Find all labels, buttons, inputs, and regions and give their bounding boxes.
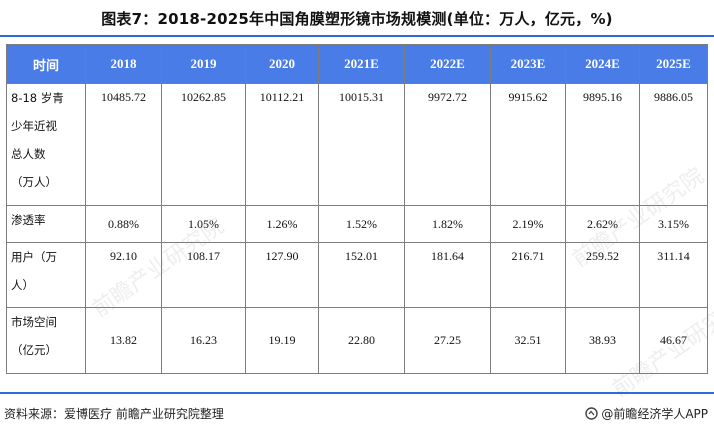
header-year: 2020 [245, 44, 319, 84]
table-cell: 1.52% [318, 205, 405, 243]
table-cell: 259.52 [565, 242, 640, 308]
table-cell: 32.51 [490, 307, 566, 374]
row-label-line: 用户（万 [11, 250, 57, 264]
table-cell: 27.25 [404, 307, 491, 374]
row-label-penetration-rate: 渗透率 [6, 205, 86, 243]
table-cell: 2.19% [490, 205, 566, 243]
table-cell: 13.82 [85, 307, 162, 374]
brand-text: @前瞻经济学人APP [601, 407, 708, 421]
row-label-myopia-population: 8-18 岁青 少年近视 总人数 （万人） [6, 83, 86, 206]
market-size-table: 时间 2018 2019 2020 2021E 2022E 2023E 2024… [6, 44, 708, 374]
row-label-market-space: 市场空间 （亿元） [6, 307, 86, 374]
brand-credit: @前瞻经济学人APP [585, 405, 708, 422]
table-cell: 2.62% [565, 205, 640, 243]
row-label-line: 少年近视 [11, 119, 57, 133]
table-cell: 10262.85 [161, 83, 246, 206]
table-cell: 3.15% [639, 205, 708, 243]
table-cell: 0.88% [85, 205, 162, 243]
table-cell: 10485.72 [85, 83, 162, 206]
table-row: 8-18 岁青 少年近视 总人数 （万人） 10485.72 10262.85 … [6, 83, 708, 206]
table-header-row: 时间 2018 2019 2020 2021E 2022E 2023E 2024… [6, 44, 708, 84]
table-cell: 1.82% [404, 205, 491, 243]
row-label-line: （万人） [11, 175, 57, 189]
header-label-time: 时间 [6, 44, 86, 84]
row-label-line: 总人数 [11, 147, 46, 161]
row-label-line: 渗透率 [11, 213, 46, 227]
table-cell: 181.64 [404, 242, 491, 308]
table-cell: 16.23 [161, 307, 246, 374]
table-cell: 1.26% [245, 205, 319, 243]
header-year: 2019 [161, 44, 246, 84]
table-row: 用户（万 人） 92.10 108.17 127.90 152.01 181.6… [6, 242, 708, 308]
top-rule [0, 35, 714, 37]
table-cell: 311.14 [639, 242, 708, 308]
table-cell: 22.80 [318, 307, 405, 374]
header-year: 2025E [639, 44, 708, 84]
table-cell: 9886.05 [639, 83, 708, 206]
table-cell: 10112.21 [245, 83, 319, 206]
table-cell: 10015.31 [318, 83, 405, 206]
table-cell: 127.90 [245, 242, 319, 308]
table-cell: 108.17 [161, 242, 246, 308]
table-cell: 9972.72 [404, 83, 491, 206]
table-cell: 38.93 [565, 307, 640, 374]
table-cell: 19.19 [245, 307, 319, 374]
row-label-users: 用户（万 人） [6, 242, 86, 308]
table-cell: 1.05% [161, 205, 246, 243]
page-title: 图表7：2018-2025年中国角膜塑形镜市场规模测(单位：万人，亿元，%) [101, 10, 613, 28]
table-row: 市场空间 （亿元） 13.82 16.23 19.19 22.80 27.25 … [6, 307, 708, 374]
qianzhan-logo-icon [585, 407, 599, 420]
table-cell: 46.67 [639, 307, 708, 374]
table-cell: 152.01 [318, 242, 405, 308]
table-cell: 92.10 [85, 242, 162, 308]
row-label-line: 人） [11, 278, 34, 292]
table-row: 渗透率 0.88% 1.05% 1.26% 1.52% 1.82% 2.19% … [6, 205, 708, 243]
row-label-line: 8-18 岁青 [11, 91, 64, 105]
header-year: 2022E [404, 44, 491, 84]
header-year: 2021E [318, 44, 405, 84]
header-year: 2018 [85, 44, 162, 84]
row-label-line: （亿元） [11, 343, 57, 357]
source-note: 资料来源：爱博医疗 前瞻产业研究院整理 [4, 407, 224, 421]
header-year: 2023E [490, 44, 566, 84]
table-cell: 9915.62 [490, 83, 566, 206]
table-cell: 9895.16 [565, 83, 640, 206]
bottom-rule [0, 392, 714, 394]
table-cell: 216.71 [490, 242, 566, 308]
header-year: 2024E [565, 44, 640, 84]
row-label-line: 市场空间 [11, 315, 57, 329]
